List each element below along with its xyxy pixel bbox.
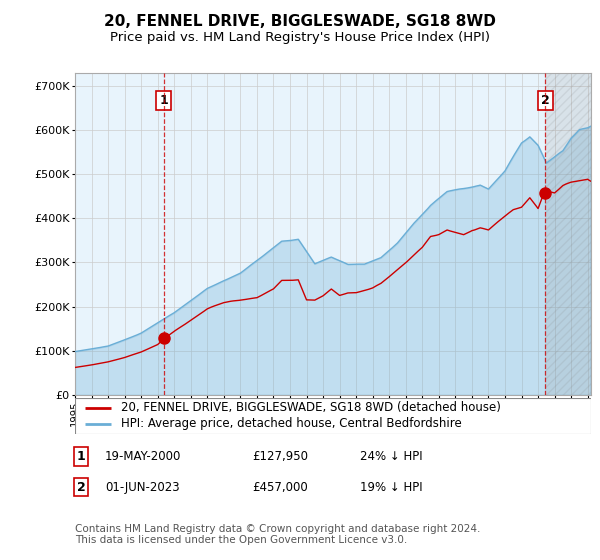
- Text: £127,950: £127,950: [252, 450, 308, 463]
- Bar: [545, 73, 591, 395]
- Text: 19-MAY-2000: 19-MAY-2000: [105, 450, 181, 463]
- Text: Contains HM Land Registry data © Crown copyright and database right 2024.
This d: Contains HM Land Registry data © Crown c…: [75, 524, 481, 545]
- Text: 1: 1: [160, 94, 169, 106]
- Text: 20, FENNEL DRIVE, BIGGLESWADE, SG18 8WD (detached house): 20, FENNEL DRIVE, BIGGLESWADE, SG18 8WD …: [121, 402, 502, 414]
- Text: 1: 1: [77, 450, 85, 463]
- Text: 2: 2: [541, 94, 550, 106]
- Text: HPI: Average price, detached house, Central Bedfordshire: HPI: Average price, detached house, Cent…: [121, 417, 462, 430]
- Text: 01-JUN-2023: 01-JUN-2023: [105, 480, 179, 494]
- Text: 24% ↓ HPI: 24% ↓ HPI: [360, 450, 422, 463]
- Text: £457,000: £457,000: [252, 480, 308, 494]
- Text: 19% ↓ HPI: 19% ↓ HPI: [360, 480, 422, 494]
- Text: 20, FENNEL DRIVE, BIGGLESWADE, SG18 8WD: 20, FENNEL DRIVE, BIGGLESWADE, SG18 8WD: [104, 14, 496, 29]
- Text: 2: 2: [77, 480, 85, 494]
- Text: Price paid vs. HM Land Registry's House Price Index (HPI): Price paid vs. HM Land Registry's House …: [110, 31, 490, 44]
